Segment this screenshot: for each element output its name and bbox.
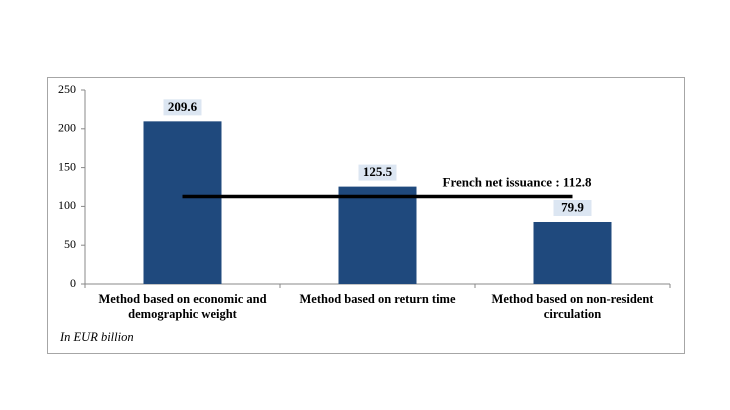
data-label: 79.9	[561, 199, 584, 214]
note: In EUR billion	[60, 330, 134, 344]
data-label: 209.6	[168, 99, 198, 114]
y-tick-label: 250	[58, 82, 76, 96]
chart-frame	[47, 77, 685, 354]
x-tick-label: Method based on non-resident circulation	[491, 292, 654, 321]
x-tick-label: Method based on return time	[299, 292, 456, 306]
y-tick-label: 200	[58, 121, 76, 135]
data-label: 125.5	[363, 164, 393, 179]
y-tick-label: 50	[64, 237, 76, 251]
y-tick-label: 150	[58, 159, 76, 173]
data-label-bg	[163, 99, 202, 116]
bar	[143, 121, 222, 284]
y-tick-label: 0	[70, 276, 76, 290]
data-label-bg	[358, 164, 397, 181]
bar	[533, 221, 612, 284]
data-label-bg	[553, 199, 592, 216]
y-tick-label: 100	[58, 198, 76, 212]
bar	[338, 186, 417, 284]
x-tick-label: Method based on economic and demographic…	[98, 292, 267, 321]
reference-label: French net issuance : 112.8	[443, 174, 592, 189]
